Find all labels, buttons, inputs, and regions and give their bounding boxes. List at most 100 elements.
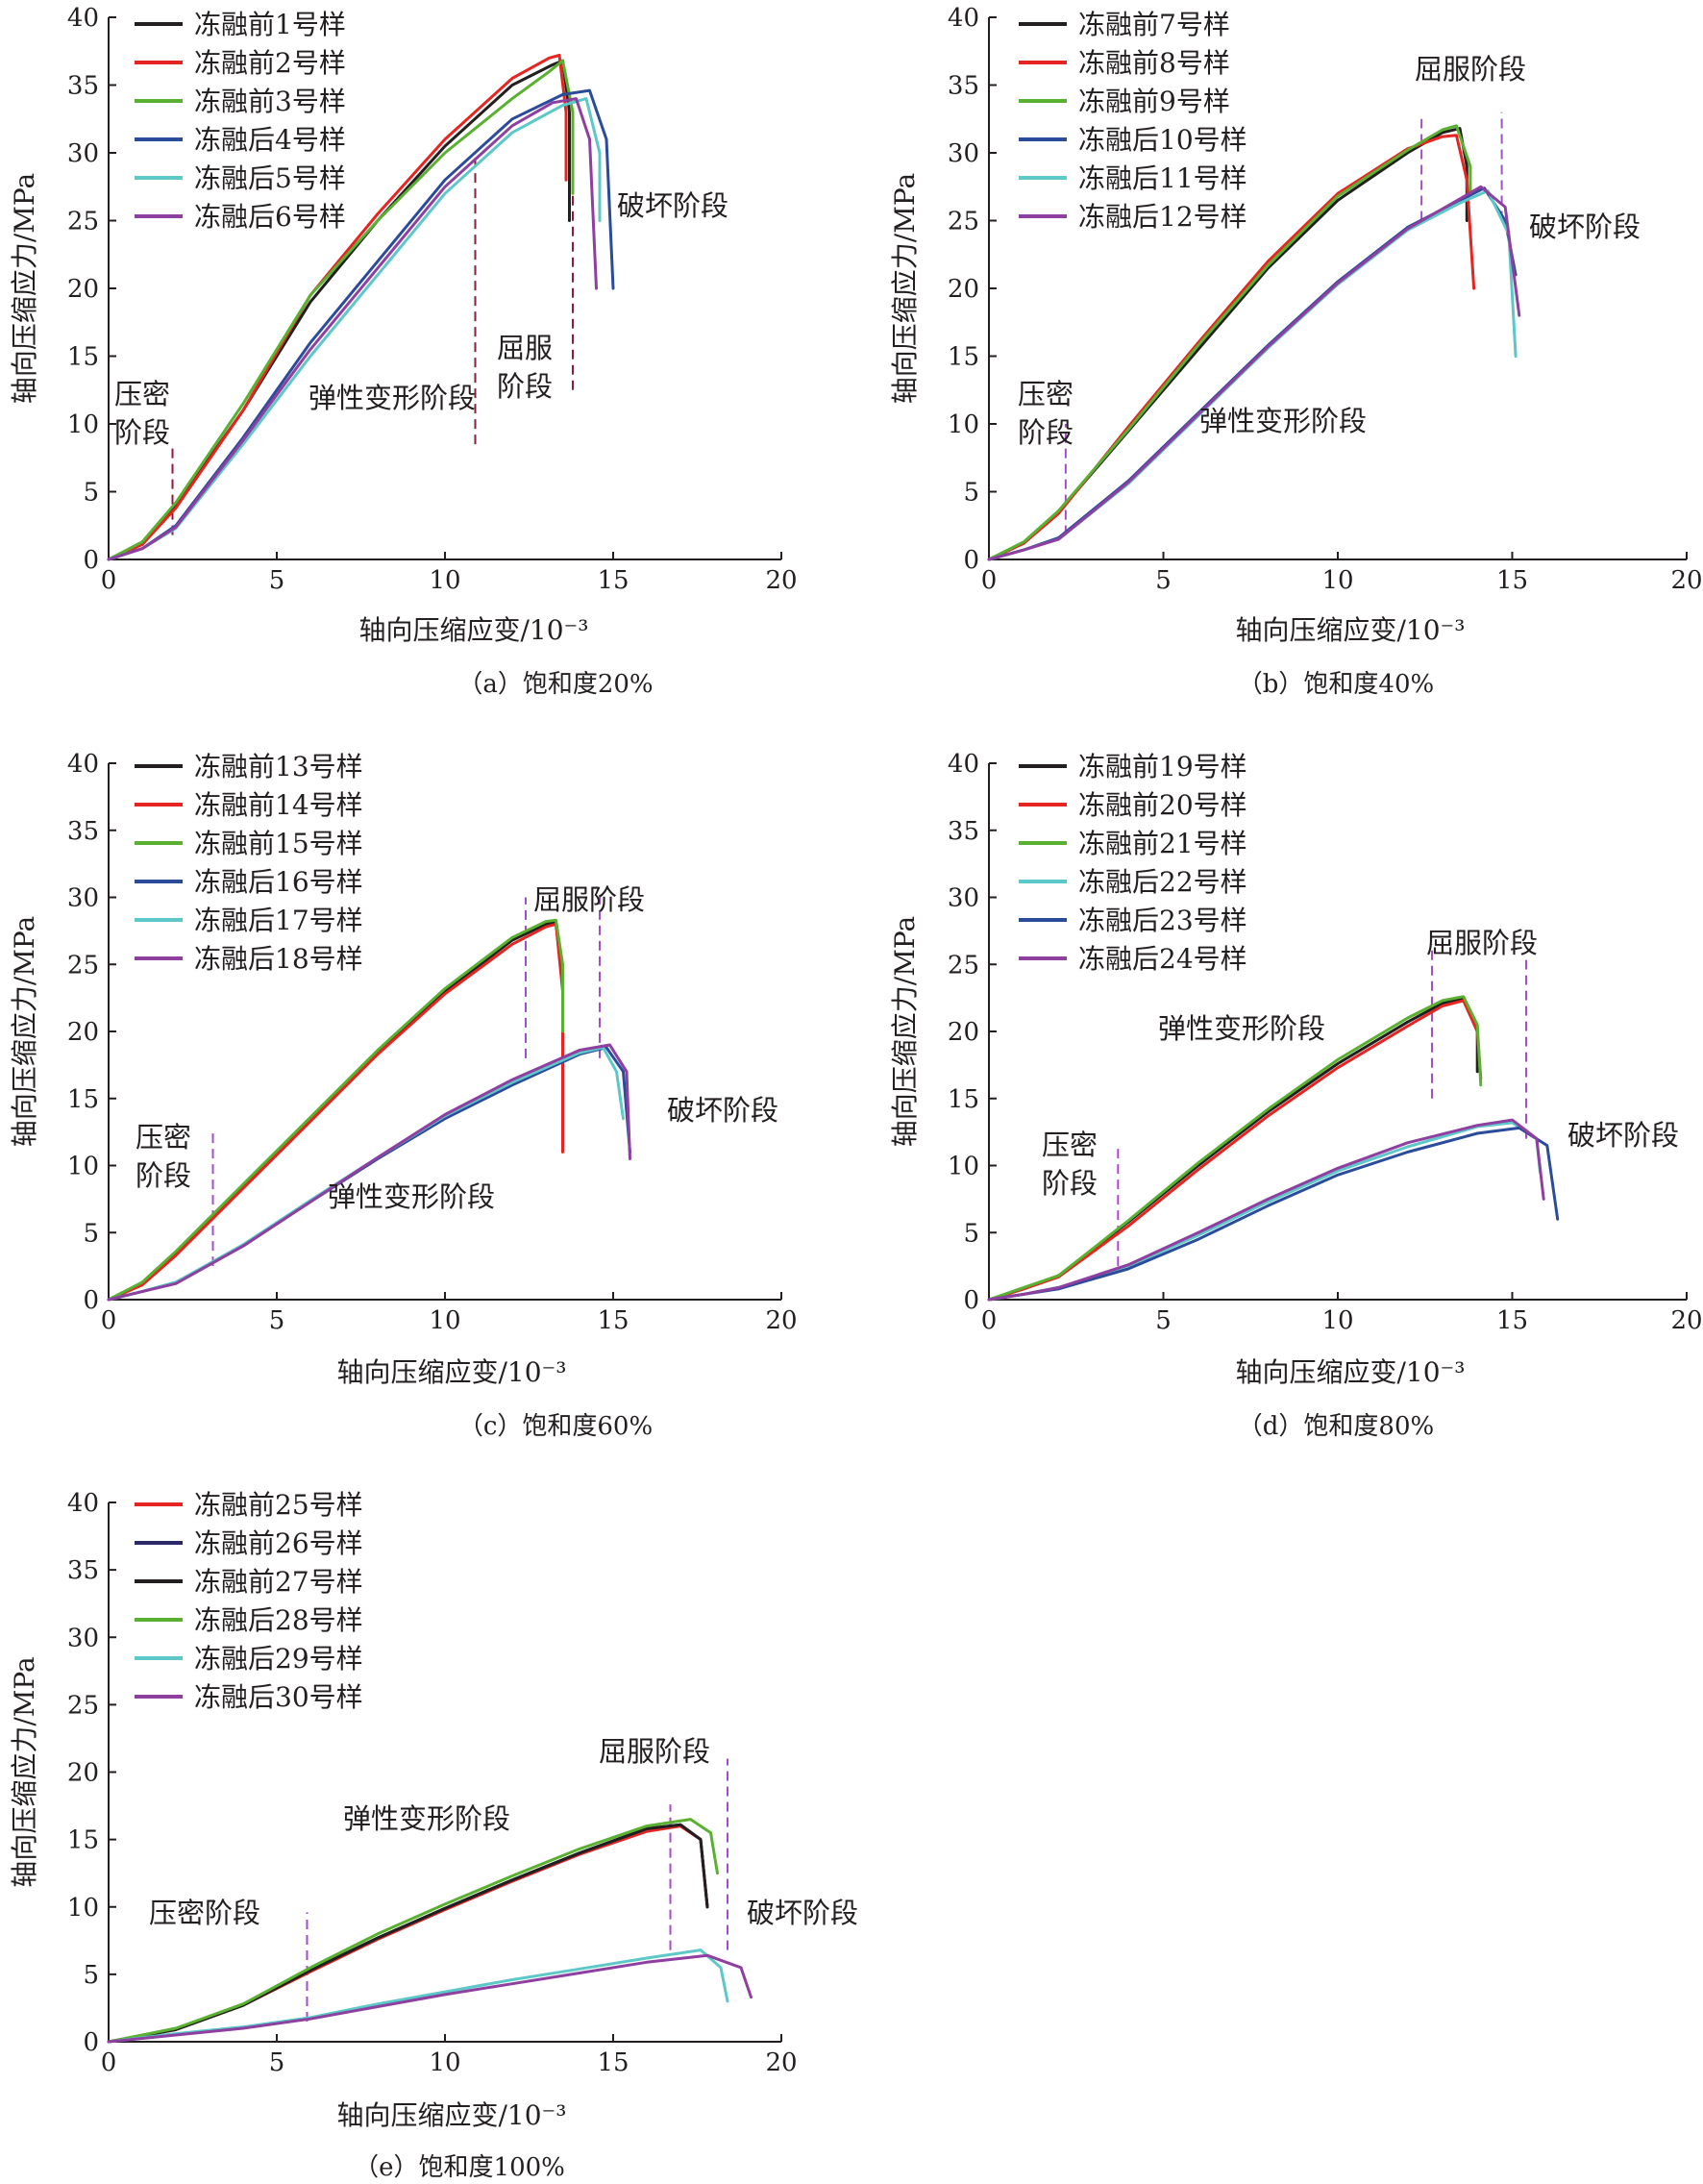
stage-annotation: 阶段 — [136, 1159, 191, 1192]
stage-annotation: 屈服阶段 — [533, 883, 645, 916]
legend-label: 冻融前25号样 — [194, 1489, 363, 1521]
y-tick-label: 0 — [963, 546, 979, 575]
x-tick-label: 10 — [1321, 566, 1353, 595]
y-tick-label: 15 — [67, 343, 99, 372]
stage-annotation: 弹性变形阶段 — [343, 1802, 510, 1835]
y-tick-label: 35 — [67, 72, 99, 101]
y-tick-label: 25 — [948, 951, 979, 980]
x-tick-label: 0 — [101, 2048, 117, 2077]
x-axis-label: 轴向压缩应变/10⁻³ — [336, 2099, 566, 2131]
stage-annotation: 压密 — [114, 378, 170, 410]
y-tick-label: 30 — [948, 139, 979, 168]
y-tick-label: 10 — [67, 1894, 99, 1923]
x-tick-label: 10 — [429, 1306, 460, 1335]
legend-label: 冻融后28号样 — [194, 1604, 363, 1636]
legend-label: 冻融后18号样 — [194, 943, 363, 975]
legend-label: 冻融后23号样 — [1078, 905, 1247, 936]
x-tick-label: 5 — [1155, 1306, 1172, 1335]
panel-caption: （a）饱和度20% — [457, 670, 653, 699]
legend-label: 冻融后5号样 — [194, 162, 346, 194]
stage-annotation: 弹性变形阶段 — [1158, 1012, 1325, 1045]
y-tick-label: 20 — [948, 1018, 979, 1047]
y-tick-label: 5 — [83, 1961, 99, 1990]
legend-label: 冻融后6号样 — [194, 201, 346, 233]
series-line-6 — [987, 185, 1521, 561]
y-tick-label: 35 — [948, 72, 979, 101]
x-tick-label: 20 — [1670, 1306, 1702, 1335]
y-tick-label: 0 — [83, 1286, 99, 1315]
x-tick-label: 10 — [429, 2048, 460, 2077]
y-tick-label: 35 — [948, 817, 979, 846]
series-line-5 — [107, 97, 602, 561]
legend-label: 冻融前21号样 — [1078, 828, 1247, 859]
y-tick-label: 0 — [83, 546, 99, 575]
y-tick-label: 15 — [948, 1085, 979, 1114]
stage-annotation: 屈服 — [497, 332, 553, 364]
x-tick-label: 5 — [269, 566, 285, 595]
series-line-1 — [107, 921, 564, 1302]
stage-annotation: 压密 — [1018, 378, 1074, 410]
y-tick-label: 25 — [67, 951, 99, 980]
y-tick-label: 40 — [67, 4, 99, 33]
y-axis-label: 轴向压缩应力/MPa — [9, 173, 40, 404]
y-tick-label: 20 — [948, 275, 979, 304]
panel-caption: （e）饱和度100% — [354, 2153, 565, 2182]
stage-annotation: 阶段 — [1018, 416, 1074, 449]
y-tick-label: 10 — [67, 410, 99, 439]
x-tick-label: 5 — [269, 2048, 285, 2077]
x-tick-label: 5 — [269, 1306, 285, 1335]
chart-panel-4: 0 5 10 15 20 0 5 10 15 20 25 30 35 40 轴向压缩应变/10⁻³ 轴向压缩应… — [889, 750, 1703, 1441]
legend-label: 冻融后17号样 — [194, 905, 363, 936]
series-line-2 — [107, 1823, 709, 2044]
stage-annotation: 屈服阶段 — [1415, 53, 1526, 86]
legend-label: 冻融前26号样 — [194, 1527, 363, 1559]
y-tick-label: 5 — [83, 479, 99, 508]
y-tick-label: 25 — [67, 1691, 99, 1720]
legend-label: 冻融前9号样 — [1078, 86, 1230, 117]
series-line-6 — [107, 97, 598, 561]
legend-label: 冻融后4号样 — [194, 124, 346, 156]
legend-label: 冻融前15号样 — [194, 828, 363, 859]
y-tick-label: 15 — [67, 1826, 99, 1855]
y-tick-label: 10 — [948, 1153, 979, 1181]
chart-panel-3: 0 5 10 15 20 0 5 10 15 20 25 30 35 40 轴向压缩应变/10⁻³ 轴向压缩应… — [9, 750, 798, 1441]
series-line-3 — [987, 995, 1483, 1302]
y-axis-label: 轴向压缩应力/MPa — [889, 173, 921, 404]
legend-label: 冻融前7号样 — [1078, 9, 1230, 40]
y-tick-label: 10 — [948, 410, 979, 439]
x-tick-label: 10 — [429, 566, 460, 595]
legend-label: 冻融前13号样 — [194, 751, 363, 782]
legend-label: 冻融前3号样 — [194, 86, 346, 117]
legend-label: 冻融后11号样 — [1078, 162, 1247, 194]
stage-annotation: 阶段 — [497, 370, 553, 403]
y-tick-label: 35 — [67, 817, 99, 846]
series-line-6 — [107, 1043, 631, 1302]
panel-caption: （b）饱和度40% — [1238, 670, 1434, 699]
x-tick-label: 15 — [597, 566, 629, 595]
legend-label: 冻融前2号样 — [194, 47, 346, 79]
x-tick-label: 15 — [597, 2048, 629, 2077]
x-axis-label: 轴向压缩应变/10⁻³ — [358, 614, 588, 646]
x-tick-label: 0 — [101, 566, 117, 595]
y-tick-label: 40 — [948, 4, 979, 33]
legend-label: 冻融前27号样 — [194, 1566, 363, 1598]
y-tick-label: 15 — [67, 1085, 99, 1114]
y-tick-label: 25 — [67, 208, 99, 236]
y-tick-label: 25 — [948, 208, 979, 236]
y-tick-label: 20 — [67, 275, 99, 304]
series-line-6 — [987, 1118, 1545, 1302]
legend-label: 冻融后30号样 — [194, 1681, 363, 1713]
legend-label: 冻融前19号样 — [1078, 751, 1247, 782]
series-line-4 — [107, 1818, 719, 2044]
y-tick-label: 40 — [67, 1489, 99, 1518]
series-line-2 — [107, 922, 564, 1302]
stage-annotation: 弹性变形阶段 — [1199, 405, 1367, 437]
y-tick-label: 0 — [83, 2028, 99, 2057]
legend-label: 冻融后12号样 — [1078, 201, 1247, 233]
legend-label: 冻融前1号样 — [194, 9, 346, 40]
stage-annotation: 弹性变形阶段 — [309, 382, 476, 414]
y-axis-label: 轴向压缩应力/MPa — [889, 916, 921, 1147]
series-line-6 — [107, 1953, 753, 2044]
x-axis-label: 轴向压缩应变/10⁻³ — [1235, 614, 1465, 646]
